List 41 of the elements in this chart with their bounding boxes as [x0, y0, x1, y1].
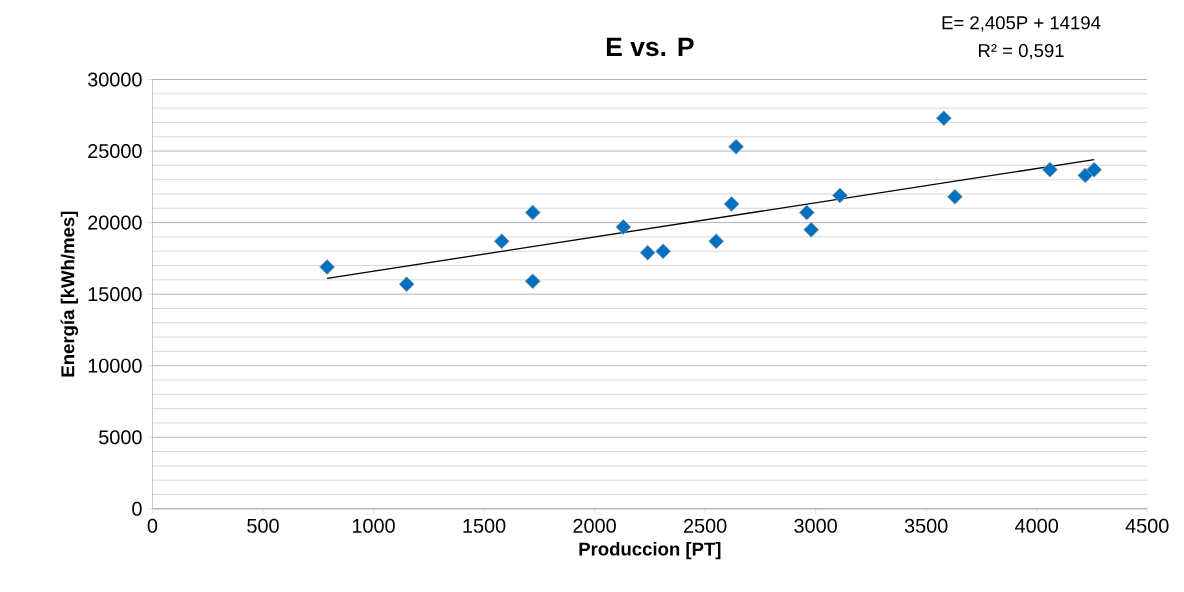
text: E= 2,405P + 14194 [942, 16, 1101, 32]
x-tick-label: 3500 [904, 518, 948, 533]
point [832, 187, 848, 204]
point [798, 204, 815, 221]
point [524, 204, 541, 221]
y-tick-label: 15000 [88, 286, 142, 302]
x-tick-label: 1000 [352, 518, 395, 533]
point [1077, 167, 1094, 184]
y-tick-label: 30000 [87, 72, 142, 87]
point [723, 195, 740, 212]
y-axis-title: Energía [kWh/mes] [60, 211, 79, 377]
point [1086, 161, 1103, 178]
x-tick-label: 4000 [1015, 518, 1058, 533]
y-tick-label: 25000 [88, 143, 142, 158]
point [615, 218, 632, 235]
point [398, 276, 415, 292]
point [728, 138, 744, 155]
point [935, 110, 952, 126]
y-tick-label: 10000 [88, 358, 142, 373]
x-tick-label: 2500 [684, 518, 727, 533]
text: R² = 0,591 [978, 43, 1064, 60]
x-tick-label: 2000 [573, 518, 616, 533]
x-tick-label: 4500 [1125, 518, 1169, 533]
x-tick-label: 0 [147, 518, 158, 533]
x-axis-title: Produccion [PT] [579, 541, 721, 560]
point [803, 221, 820, 238]
point [639, 244, 656, 261]
point [493, 233, 510, 249]
point [655, 243, 671, 259]
y-tick-label: 5000 [99, 430, 142, 445]
y-tick-label: 0 [132, 501, 142, 516]
y-tick-label: 20000 [88, 215, 142, 230]
x-tick-label: 1500 [463, 518, 506, 533]
point [1042, 161, 1058, 178]
x-tick-label: 3000 [794, 518, 837, 533]
chart-title: E vs. P [606, 37, 694, 57]
point [319, 258, 335, 275]
point [708, 233, 725, 249]
point [524, 273, 541, 290]
point [947, 188, 963, 205]
x-tick-label: 500 [247, 518, 279, 533]
